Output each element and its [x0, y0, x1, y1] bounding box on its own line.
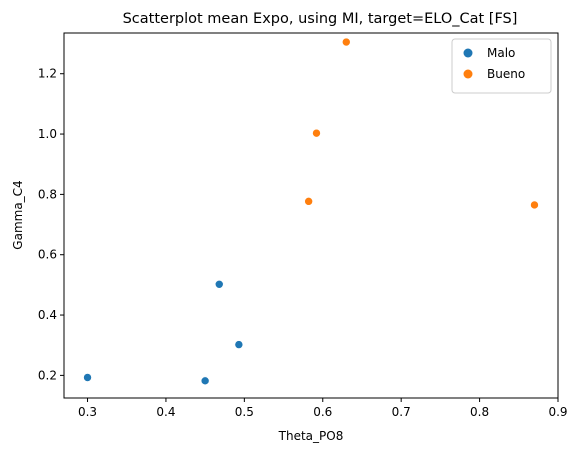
y-tick-label: 1.0 [38, 127, 57, 141]
legend-box [451, 38, 552, 94]
y-tick-label: 0.8 [38, 187, 57, 201]
chart-title: Scatterplot mean Expo, using MI, target=… [123, 11, 518, 27]
data-point-malo [200, 376, 210, 386]
x-tick-label: 0.5 [235, 405, 254, 419]
y-axis: 0.2 0.4 0.6 0.8 1.0 1.2 [38, 67, 64, 382]
legend-marker-bueno [463, 69, 473, 79]
data-point-bueno [304, 197, 313, 206]
data-points [83, 37, 539, 386]
y-tick-label: 0.2 [38, 368, 57, 382]
data-point-bueno [341, 37, 351, 47]
y-axis-label: Gamma_C4 [11, 180, 25, 249]
legend-label-bueno: Bueno [487, 67, 525, 81]
data-point-bueno [530, 200, 539, 210]
data-point-malo [234, 340, 244, 349]
x-tick-label: 0.7 [392, 405, 411, 419]
legend-marker-malo [463, 48, 473, 58]
x-tick-label: 0.6 [313, 405, 332, 419]
y-tick-label: 0.6 [38, 248, 57, 262]
x-axis-label: Theta_PO8 [278, 429, 344, 443]
plot-frame [63, 32, 559, 399]
x-tick-label: 0.9 [548, 405, 567, 419]
x-tick-label: 0.3 [78, 405, 97, 419]
legend-label-malo: Malo [487, 46, 515, 60]
x-tick-label: 0.4 [156, 405, 175, 419]
y-tick-label: 1.2 [38, 67, 57, 81]
y-tick-label: 0.4 [38, 308, 57, 322]
data-point-malo [83, 373, 92, 382]
data-point-malo [214, 279, 224, 289]
x-tick-label: 0.8 [470, 405, 489, 419]
data-point-bueno [312, 128, 321, 138]
x-axis: 0.3 0.4 0.5 0.6 0.7 0.8 0.9 [78, 398, 568, 419]
legend: Malo Bueno [451, 38, 552, 94]
